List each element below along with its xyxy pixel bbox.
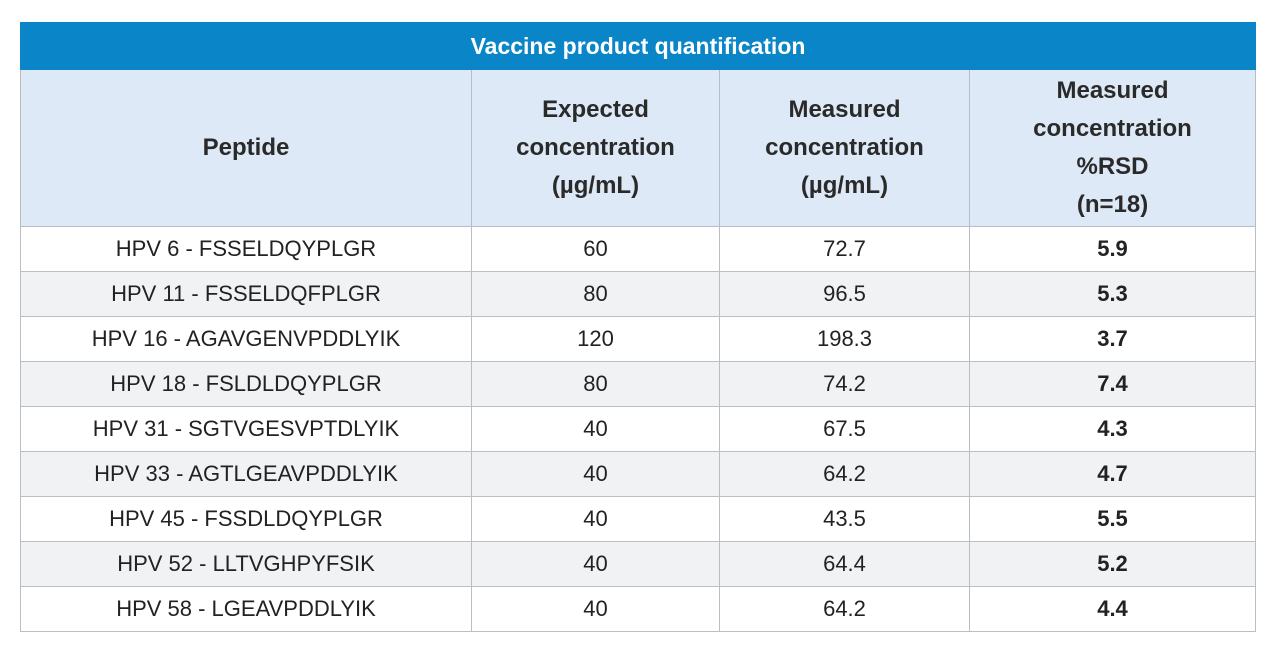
header-measured-concentration: Measured concentration (µg/mL) bbox=[719, 69, 970, 227]
table-row: HPV 6 - FSSELDQYPLGR 60 72.7 5.9 bbox=[20, 226, 1257, 272]
header-expected-line-2: concentration bbox=[516, 134, 675, 161]
cell-rsd: 4.4 bbox=[968, 586, 1257, 632]
cell-measured: 67.5 bbox=[719, 406, 970, 452]
cell-peptide: HPV 18 - FSLDLDQYPLGR bbox=[20, 361, 472, 407]
table-row: HPV 16 - AGAVGENVPDDLYIK 120 198.3 3.7 bbox=[20, 316, 1257, 362]
header-rsd-line-3: %RSD bbox=[1076, 153, 1149, 180]
cell-rsd: 5.5 bbox=[968, 496, 1257, 542]
cell-peptide: HPV 6 - FSSELDQYPLGR bbox=[20, 226, 472, 272]
table-title-row: Vaccine product quantification bbox=[19, 22, 1257, 70]
table-title: Vaccine product quantification bbox=[19, 22, 1257, 70]
vaccine-quantification-table: Vaccine product quantification Peptide E… bbox=[19, 22, 1257, 632]
quantification-table-container: Vaccine product quantification Peptide E… bbox=[19, 22, 1257, 632]
cell-rsd: 4.7 bbox=[968, 451, 1257, 497]
cell-rsd: 7.4 bbox=[968, 361, 1257, 407]
header-rsd-line-4: (n=18) bbox=[1076, 191, 1149, 218]
cell-expected: 40 bbox=[471, 496, 720, 542]
header-rsd-line-2: concentration bbox=[1033, 115, 1192, 142]
cell-rsd: 5.2 bbox=[968, 541, 1257, 587]
cell-measured: 64.4 bbox=[719, 541, 970, 587]
header-expected-line-3: (µg/mL) bbox=[551, 172, 640, 199]
cell-measured: 74.2 bbox=[719, 361, 970, 407]
table-row: HPV 58 - LGEAVPDDLYIK 40 64.2 4.4 bbox=[20, 586, 1257, 632]
header-expected-concentration: Expected concentration (µg/mL) bbox=[471, 69, 720, 227]
header-measured-rsd: Measured concentration %RSD (n=18) bbox=[968, 69, 1257, 227]
cell-peptide: HPV 45 - FSSDLDQYPLGR bbox=[20, 496, 472, 542]
cell-peptide: HPV 31 - SGTVGESVPTDLYIK bbox=[20, 406, 472, 452]
cell-expected: 40 bbox=[471, 586, 720, 632]
header-peptide: Peptide bbox=[20, 69, 472, 227]
cell-measured: 43.5 bbox=[719, 496, 970, 542]
cell-rsd: 3.7 bbox=[968, 316, 1257, 362]
cell-expected: 40 bbox=[471, 406, 720, 452]
cell-expected: 80 bbox=[471, 361, 720, 407]
cell-measured: 96.5 bbox=[719, 271, 970, 317]
cell-rsd: 4.3 bbox=[968, 406, 1257, 452]
cell-expected: 80 bbox=[471, 271, 720, 317]
cell-measured: 198.3 bbox=[719, 316, 970, 362]
cell-measured: 64.2 bbox=[719, 451, 970, 497]
header-measured-line-2: concentration bbox=[765, 134, 924, 161]
cell-expected: 120 bbox=[471, 316, 720, 362]
cell-peptide: HPV 52 - LLTVGHPYFSIK bbox=[20, 541, 472, 587]
cell-measured: 72.7 bbox=[719, 226, 970, 272]
column-header-row: Peptide Expected concentration (µg/mL) M… bbox=[20, 69, 1257, 227]
cell-expected: 40 bbox=[471, 541, 720, 587]
table-row: HPV 18 - FSLDLDQYPLGR 80 74.2 7.4 bbox=[20, 361, 1257, 407]
cell-rsd: 5.9 bbox=[968, 226, 1257, 272]
table-row: HPV 31 - SGTVGESVPTDLYIK 40 67.5 4.3 bbox=[20, 406, 1257, 452]
header-measured-line-3: (µg/mL) bbox=[800, 172, 889, 199]
cell-expected: 60 bbox=[471, 226, 720, 272]
cell-rsd: 5.3 bbox=[968, 271, 1257, 317]
table-body: HPV 6 - FSSELDQYPLGR 60 72.7 5.9 HPV 11 … bbox=[20, 226, 1257, 632]
header-rsd-line-1: Measured bbox=[1056, 77, 1169, 104]
table-row: HPV 45 - FSSDLDQYPLGR 40 43.5 5.5 bbox=[20, 496, 1257, 542]
cell-peptide: HPV 11 - FSSELDQFPLGR bbox=[20, 271, 472, 317]
header-measured-line-1: Measured bbox=[788, 96, 901, 123]
header-peptide-line: Peptide bbox=[202, 134, 290, 161]
table-row: HPV 11 - FSSELDQFPLGR 80 96.5 5.3 bbox=[20, 271, 1257, 317]
cell-peptide: HPV 33 - AGTLGEAVPDDLYIK bbox=[20, 451, 472, 497]
cell-measured: 64.2 bbox=[719, 586, 970, 632]
header-expected-line-1: Expected bbox=[542, 96, 649, 123]
table-row: HPV 33 - AGTLGEAVPDDLYIK 40 64.2 4.7 bbox=[20, 451, 1257, 497]
cell-expected: 40 bbox=[471, 451, 720, 497]
table-row: HPV 52 - LLTVGHPYFSIK 40 64.4 5.2 bbox=[20, 541, 1257, 587]
cell-peptide: HPV 58 - LGEAVPDDLYIK bbox=[20, 586, 472, 632]
cell-peptide: HPV 16 - AGAVGENVPDDLYIK bbox=[20, 316, 472, 362]
